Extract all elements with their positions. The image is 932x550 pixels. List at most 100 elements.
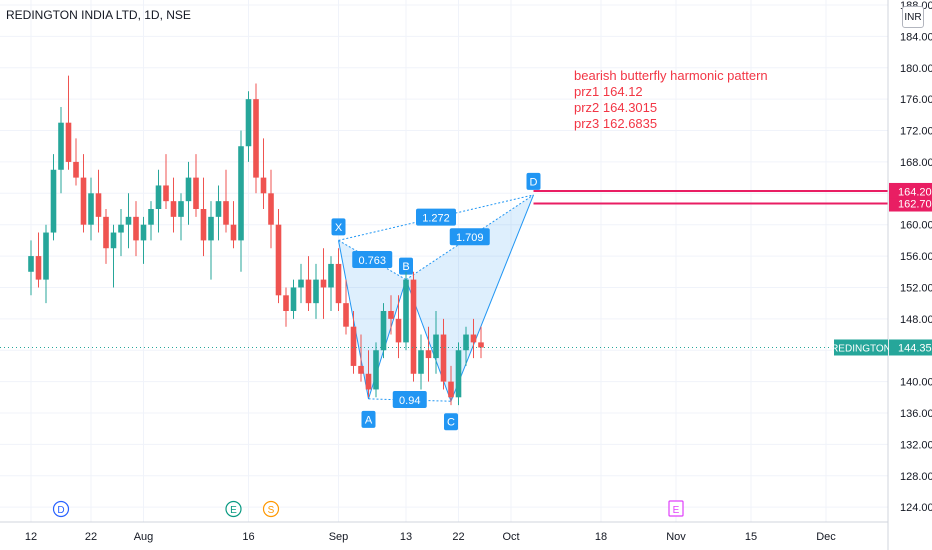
candle-body	[403, 279, 409, 343]
x-tick-label: Dec	[816, 531, 836, 543]
y-tick-label: 128.00	[900, 471, 932, 483]
candle-body	[223, 201, 229, 225]
harmonic-pattern: 0.763 0.94 1.272 1.709 X A B C D	[331, 172, 541, 431]
candle-body	[133, 216, 139, 241]
candle-body	[148, 209, 154, 225]
currency-badge[interactable]: INR	[902, 6, 924, 28]
candle-body	[253, 99, 259, 178]
candle-body	[28, 256, 34, 272]
candle-body	[155, 185, 162, 209]
event-marker-label: S	[268, 505, 275, 516]
annotation-line: prz1 164.12	[574, 84, 643, 99]
candle-body	[238, 146, 244, 241]
x-tick-label: Oct	[502, 531, 519, 543]
candle-body	[170, 201, 177, 217]
candle-body	[478, 342, 484, 348]
candle-body	[320, 279, 327, 288]
candle-body	[380, 311, 387, 351]
annotation-line: prz3 162.6835	[574, 116, 658, 131]
x-tick-label: Aug	[134, 531, 154, 543]
candle-body	[470, 334, 477, 343]
candle-body	[373, 350, 379, 390]
candle-body	[215, 201, 222, 217]
x-tick-label: 12	[25, 531, 37, 543]
y-tick-label: 180.00	[900, 63, 932, 75]
annotation-line: prz2 164.3015	[574, 100, 658, 115]
y-tick-label: 172.00	[900, 126, 932, 138]
candle-body	[185, 177, 192, 202]
point-label: B	[402, 261, 409, 273]
x-tick-label: 13	[400, 531, 412, 543]
candle-body	[58, 122, 64, 170]
event-marker-label: E	[673, 505, 680, 516]
candle-body	[305, 279, 312, 304]
x-tick-label: Sep	[329, 531, 349, 543]
y-tick-label: 132.00	[900, 439, 932, 451]
event-marker-label: E	[230, 505, 237, 516]
ratio-box	[392, 391, 427, 409]
candle-body	[43, 232, 49, 280]
candle-body	[290, 287, 297, 311]
candle-body	[80, 177, 87, 225]
y-tick-label: 152.00	[900, 282, 932, 294]
event-marker	[262, 500, 280, 518]
prz-price-tag	[889, 185, 932, 199]
time-axis[interactable]: 12 22 Aug 16 Sep 13 22 Oct 18 Nov 15 Dec	[0, 521, 888, 543]
y-tick-label: 140.00	[900, 377, 932, 389]
candle-body	[73, 161, 79, 178]
symbol-label: REDINGTON	[831, 343, 891, 354]
candle-body	[463, 334, 469, 351]
candle-body	[103, 216, 109, 249]
candle-body	[268, 193, 274, 225]
candle-body	[335, 263, 342, 304]
point-box	[399, 257, 413, 275]
chart-title: REDINGTON INDIA LTD, 1D, NSE	[6, 8, 191, 22]
y-tick-label: 168.00	[900, 157, 932, 169]
candle-body	[245, 99, 252, 147]
candles	[28, 75, 484, 406]
prz-price-tag	[889, 195, 932, 212]
candle-body	[140, 224, 147, 241]
candle-body	[328, 263, 334, 288]
candle-body	[410, 279, 417, 374]
prz-price-label: 164.20	[898, 187, 932, 199]
candle-body	[395, 318, 402, 343]
candle-body	[95, 193, 102, 217]
candle-body	[208, 216, 214, 241]
y-tick-label: 148.00	[900, 314, 932, 326]
ratio-box	[449, 228, 490, 246]
x-tick-label: 22	[85, 531, 97, 543]
y-tick-label: 160.00	[900, 220, 932, 232]
y-tick-label: 124.00	[900, 502, 932, 514]
candle-body	[358, 365, 364, 374]
x-tick-label: Nov	[666, 531, 686, 543]
x-tick-label: 15	[745, 531, 757, 543]
point-label: X	[335, 222, 343, 234]
ratio-line	[338, 239, 407, 281]
point-box	[444, 413, 458, 431]
symbol-tag	[834, 339, 888, 356]
point-label: D	[530, 176, 538, 188]
candle-body	[178, 201, 184, 217]
y-tick-label: 184.00	[900, 31, 932, 43]
x-tick-label: 16	[242, 531, 254, 543]
candle-body	[388, 311, 394, 319]
y-tick-label: 136.00	[900, 408, 932, 420]
point-box	[361, 410, 376, 428]
last-price-label: 144.35	[898, 342, 932, 354]
price-axis[interactable]: 188.00184.00180.00176.00172.00168.00164.…	[831, 0, 932, 550]
candle-body	[433, 334, 439, 359]
candle-body	[313, 279, 319, 304]
x-tick-label: 18	[595, 531, 607, 543]
candle-body	[200, 209, 207, 241]
candle-body	[260, 177, 267, 194]
candle-body	[298, 279, 304, 288]
ratio-label: 0.763	[358, 255, 386, 267]
x-tick-label: 22	[452, 531, 464, 543]
point-box	[526, 172, 541, 190]
prz-lines	[0, 189, 888, 348]
candle-body	[350, 326, 357, 366]
candle-body	[65, 122, 72, 162]
